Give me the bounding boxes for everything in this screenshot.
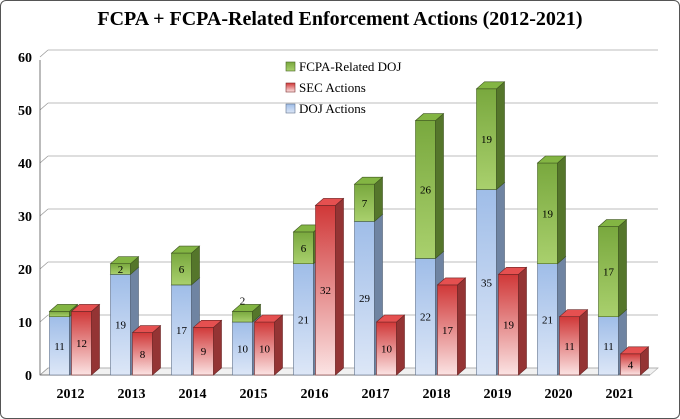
data-label-sec-2020: 11 [564, 341, 575, 353]
data-label-fcpa-2021: 17 [603, 267, 615, 279]
data-label-sec-2013: 8 [140, 349, 146, 361]
x-tick-label: 2016 [301, 387, 329, 402]
x-tick-label: 2018 [423, 387, 451, 402]
bar-top-sec-2021 [619, 346, 650, 355]
x-tick-label: 2014 [179, 387, 207, 402]
bar-side-sec-2013 [152, 324, 161, 376]
data-label-fcpa-2013: 2 [118, 264, 124, 276]
bar-fcpa-2012 [49, 311, 70, 317]
bar-top-fcpa-2013 [109, 256, 140, 265]
bar-side-sec-2012 [91, 303, 100, 376]
bar-top-fcpa-2015 [231, 304, 262, 312]
data-label-doj-2021: 11 [603, 341, 614, 353]
data-label-fcpa-2020: 19 [542, 208, 554, 220]
data-label-sec-2012: 12 [76, 338, 87, 350]
bar-side-sec-2020 [579, 309, 588, 376]
bar-side-fcpa-2020 [557, 155, 566, 265]
bar-top-sec-2014 [192, 319, 223, 328]
data-label-sec-2018: 17 [442, 325, 454, 337]
bar-side-fcpa-2017 [374, 176, 383, 222]
data-label-fcpa-2017: 7 [362, 198, 368, 210]
bar-top-sec-2013 [131, 325, 162, 333]
gridline-depth [39, 367, 49, 376]
legend-label-sec: SEC Actions [299, 80, 366, 95]
gridline-depth [39, 208, 49, 217]
chart-title: FCPA + FCPA-Related Enforcement Actions … [97, 8, 583, 30]
x-tick-label: 2019 [484, 387, 512, 402]
x-tick-label: 2021 [606, 387, 634, 402]
data-label-doj-2015: 10 [237, 344, 249, 356]
bar-top-sec-2015 [253, 314, 284, 323]
bar-top-sec-2012 [70, 304, 101, 312]
x-tick-label: 2017 [362, 387, 390, 402]
bar-top-sec-2016 [314, 198, 345, 206]
y-tick-label: 50 [18, 104, 32, 119]
data-label-sec-2015: 10 [259, 344, 271, 356]
bar-fcpa-2015 [232, 311, 253, 323]
y-tick-label: 20 [18, 263, 32, 278]
bar-side-sec-2015 [274, 314, 283, 376]
bar-side-fcpa-2019 [496, 81, 505, 191]
legend-label-fcpa: FCPA-Related DOJ [299, 59, 401, 74]
bar-side-sec-2018 [457, 277, 466, 376]
data-label-fcpa-2019: 19 [481, 134, 493, 146]
data-label-sec-2016: 32 [320, 285, 331, 297]
bar-top-fcpa-2020 [536, 155, 567, 164]
data-label-fcpa-2016: 6 [301, 243, 307, 255]
data-label-sec-2019: 19 [503, 320, 515, 332]
data-label-fcpa-2018: 26 [420, 185, 432, 197]
legend-swatch-sec [285, 82, 296, 93]
gridline-depth [39, 314, 49, 323]
x-tick-label: 2015 [240, 387, 268, 402]
legend-swatch-fcpa [285, 61, 296, 72]
bar-side-sec-2014 [213, 319, 222, 376]
gridline-depth [39, 155, 49, 164]
data-label-doj-2020: 21 [542, 314, 553, 326]
bar-side-fcpa-2018 [435, 112, 444, 260]
bar-side-sec-2017 [396, 314, 405, 376]
data-label-sec-2021: 4 [628, 359, 634, 371]
y-tick-label: 10 [18, 316, 32, 331]
data-label-doj-2016: 21 [298, 314, 309, 326]
gridline-depth [39, 261, 49, 270]
bar-top-fcpa-2019 [475, 81, 506, 90]
gridline-depth [39, 49, 49, 58]
data-label-doj-2014: 17 [176, 325, 188, 337]
bar-top-fcpa-2021 [597, 219, 628, 227]
bar-side-sec-2019 [518, 266, 527, 376]
bar-top-sec-2020 [558, 309, 589, 318]
data-label-doj-2013: 19 [115, 320, 127, 332]
bar-top-fcpa-2014 [170, 245, 201, 254]
data-label-sec-2017: 10 [381, 344, 393, 356]
x-tick-label: 2013 [118, 387, 146, 402]
bar-top-fcpa-2012 [48, 304, 79, 312]
data-label-doj-2019: 35 [481, 277, 493, 289]
bar-top-sec-2019 [497, 266, 528, 275]
bar-top-fcpa-2018 [414, 113, 445, 121]
legend-label-doj: DOJ Actions [299, 101, 366, 116]
bar-side-sec-2016 [335, 197, 344, 376]
y-tick-label: 0 [25, 369, 32, 384]
data-label-fcpa-2015: 2 [240, 295, 246, 307]
bar-side-fcpa-2021 [618, 218, 627, 318]
data-label-doj-2012: 11 [54, 341, 65, 353]
gridline-depth [39, 102, 49, 111]
bar-top-sec-2017 [375, 314, 406, 323]
data-label-fcpa-2014: 6 [179, 264, 185, 276]
legend-swatch-doj [285, 103, 296, 114]
data-label-doj-2017: 29 [359, 293, 371, 305]
bar-top-sec-2018 [436, 277, 467, 286]
y-tick-label: 30 [18, 210, 32, 225]
data-label-doj-2018: 22 [420, 312, 431, 324]
x-tick-label: 2020 [545, 387, 573, 402]
y-tick-label: 60 [18, 51, 32, 66]
data-label-sec-2014: 9 [201, 346, 207, 358]
bar-top-fcpa-2017 [353, 176, 384, 185]
x-tick-label: 2012 [57, 387, 85, 402]
y-tick-label: 40 [18, 157, 32, 172]
